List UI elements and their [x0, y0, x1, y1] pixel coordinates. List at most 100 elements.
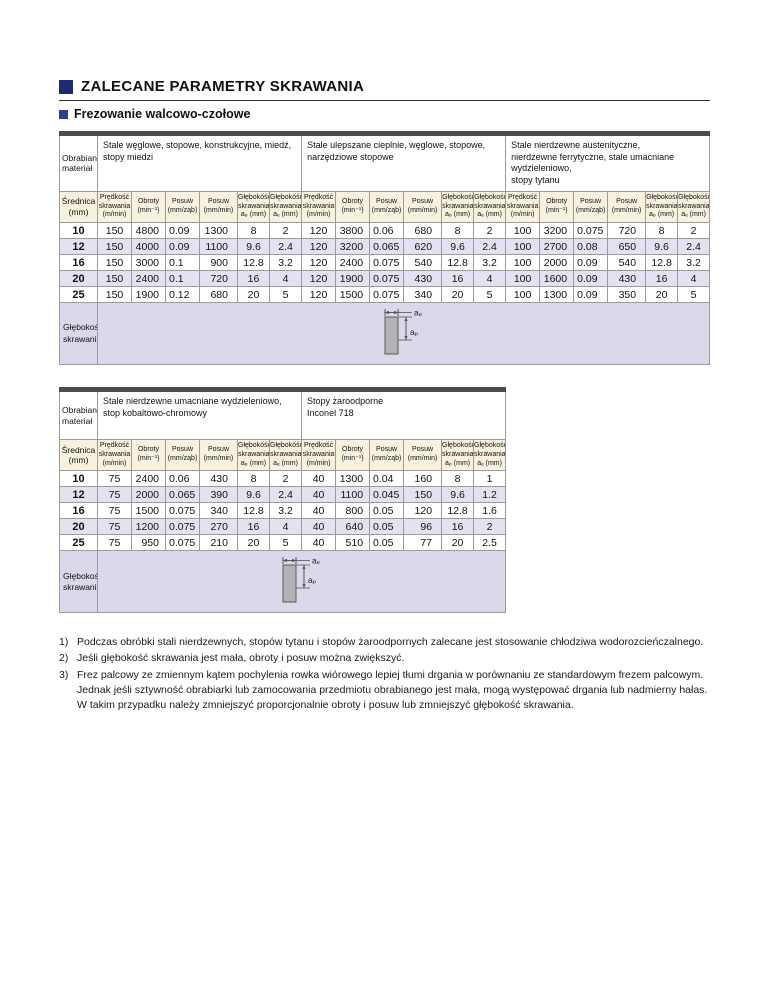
value-cell: 3.2 — [268, 254, 303, 271]
value-cell: 120 — [301, 254, 337, 271]
value-cell: 2 — [677, 222, 711, 239]
value-cell: 4000 — [131, 238, 166, 255]
value-cell: 540 — [607, 254, 647, 271]
value-cell: 120 — [301, 238, 337, 255]
material-group-label: Stale nierdzewne austenityczne, nierdzew… — [505, 133, 711, 192]
value-cell: 4 — [677, 270, 711, 287]
value-cell: 9.6 — [237, 238, 270, 255]
table-row: 25 150 1900 0.12 680 20 5 120 1500 0.075 340 20 5 100… — [59, 286, 711, 303]
value-cell: 0.075 — [165, 502, 200, 520]
value-cell: 150 — [97, 222, 132, 239]
table-row: 10 150 4800 0.09 1300 8 2 120 3800 0.06 680 8 2 100 32… — [59, 222, 711, 239]
value-cell: 0.1 — [165, 270, 200, 287]
material-group-label: Stale nierdzewne umacniane wydzieleniowo… — [96, 389, 303, 440]
value-cell: 0.1 — [165, 254, 200, 271]
value-cell: 40 — [301, 502, 337, 520]
material-header-row: Obrabiany materiał Stale nierdzewne umacn… — [59, 389, 507, 440]
column-header: Głębokość skrawania aₑ (mm) — [268, 438, 303, 472]
column-header-row: Średnica (mm) Prędkość skrawania (m/min) O… — [59, 438, 507, 472]
value-cell: 390 — [199, 486, 238, 504]
value-cell: 0.09 — [573, 254, 609, 271]
value-cell: 100 — [505, 254, 541, 271]
value-cell: 2000 — [131, 486, 166, 504]
page-title: ZALECANE PARAMETRY SKRAWANIA — [81, 78, 365, 95]
value-cell: 1500 — [335, 286, 371, 303]
value-cell: 0.09 — [573, 270, 609, 287]
column-header: Głębokość skrawania aₚ (mm) — [441, 190, 475, 224]
value-cell: 20 — [645, 286, 679, 303]
value-cell: 20 — [237, 534, 270, 552]
value-cell: 2.4 — [268, 486, 303, 504]
corner-label: Obrabiany materiał — [59, 389, 98, 440]
value-cell: 540 — [403, 254, 443, 271]
value-cell: 1900 — [335, 270, 371, 287]
value-cell: 40 — [301, 470, 337, 488]
value-cell: 9.6 — [441, 486, 475, 504]
diameter-cell: 12 — [59, 238, 98, 255]
footnote-number: 1) — [59, 636, 69, 649]
diameter-cell: 10 — [59, 222, 98, 239]
column-header: Prędkość skrawania (m/min) — [301, 190, 337, 224]
value-cell: 0.075 — [369, 286, 405, 303]
value-cell: 0.075 — [165, 534, 200, 552]
value-cell: 5 — [677, 286, 711, 303]
value-cell: 720 — [199, 270, 238, 287]
table-row: 16 150 3000 0.1 900 12.8 3.2 120 2400 0.075 540 12.… — [59, 254, 711, 271]
parameters-table-1: Obrabiany materiał Stale węglowe, stopowe… — [59, 131, 711, 365]
value-cell: 1 — [473, 470, 507, 488]
diameter-cell: 25 — [59, 534, 98, 552]
value-cell: 9.6 — [237, 486, 270, 504]
value-cell: 0.09 — [165, 222, 200, 239]
value-cell: 650 — [607, 238, 647, 255]
column-header: Prędkość skrawania (m/min) — [505, 190, 541, 224]
table-row: 12 150 4000 0.09 1100 9.6 2.4 120 3200 0.065 620 9.… — [59, 238, 711, 255]
value-cell: 720 — [607, 222, 647, 239]
value-cell: 16 — [645, 270, 679, 287]
value-cell: 4800 — [131, 222, 166, 239]
footnote-2: 2) Jeśli głębokość skrawania jest mała, … — [59, 651, 710, 666]
value-cell: 4 — [473, 270, 507, 287]
value-cell: 4 — [268, 518, 303, 536]
value-cell: 2 — [473, 222, 507, 239]
footnote-text: Jeśli głębokość skrawania jest mała, obr… — [77, 652, 405, 665]
material-group-label: Stale węglowe, stopowe, konstrukcyjne, m… — [96, 133, 303, 192]
value-cell: 1.2 — [473, 486, 507, 504]
value-cell: 75 — [97, 502, 132, 520]
ap-label: aₚ — [308, 575, 317, 585]
table-row: 20 75 1200 0.075 270 16 4 40 640 0.05 96 16 2 — [59, 518, 507, 536]
table-row: 12 75 2000 0.065 390 9.6 2.4 40 1100 0.045 150 9.6 1… — [59, 486, 507, 504]
diameter-cell: 16 — [59, 502, 98, 520]
value-cell: 1200 — [131, 518, 166, 536]
value-cell: 1300 — [199, 222, 238, 239]
column-header: Głębokość skrawania aₑ (mm) — [268, 190, 303, 224]
value-cell: 680 — [403, 222, 443, 239]
value-cell: 150 — [97, 286, 132, 303]
value-cell: 16 — [237, 270, 270, 287]
value-cell: 16 — [441, 518, 475, 536]
diameter-cell: 20 — [59, 518, 98, 536]
column-header: Obroty (min⁻¹) — [335, 190, 371, 224]
value-cell: 640 — [335, 518, 371, 536]
section-title: Frezowanie walcowo-czołowe — [74, 107, 251, 121]
value-cell: 120 — [403, 502, 443, 520]
diameter-cell: 25 — [59, 286, 98, 303]
value-cell: 0.05 — [369, 518, 405, 536]
column-header: Posuw (mm/ząb) — [369, 190, 405, 224]
column-header: Prędkość skrawania (m/min) — [97, 190, 132, 224]
column-header: Posuw (mm/min) — [403, 438, 443, 472]
value-cell: 3000 — [131, 254, 166, 271]
value-cell: 950 — [131, 534, 166, 552]
diameter-column-header: Średnica (mm) — [59, 190, 98, 224]
value-cell: 100 — [505, 222, 541, 239]
value-cell: 2 — [268, 470, 303, 488]
value-cell: 2.4 — [677, 238, 711, 255]
value-cell: 2400 — [131, 470, 166, 488]
column-header: Prędkość skrawania (m/min) — [97, 438, 132, 472]
tool-bar-shape — [282, 564, 297, 603]
value-cell: 0.04 — [369, 470, 405, 488]
value-cell: 100 — [505, 238, 541, 255]
value-cell: 430 — [607, 270, 647, 287]
value-cell: 20 — [441, 534, 475, 552]
page-title-block: ZALECANE PARAMETRY SKRAWANIA — [59, 78, 710, 101]
value-cell: 8 — [441, 470, 475, 488]
